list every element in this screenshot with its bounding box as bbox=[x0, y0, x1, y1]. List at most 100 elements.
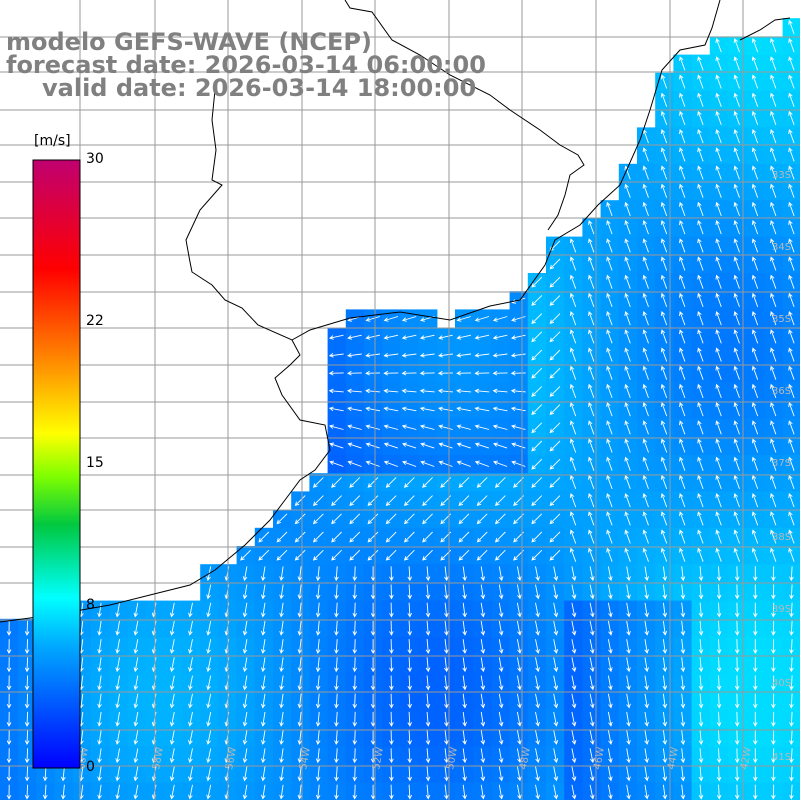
wind-arrow bbox=[788, 365, 795, 380]
wind-arrow bbox=[133, 766, 139, 782]
wind-arrow bbox=[660, 220, 668, 235]
wind-arrow bbox=[607, 639, 613, 654]
wind-arrow bbox=[624, 292, 631, 308]
wind-arrow bbox=[312, 549, 324, 561]
wind-arrow bbox=[679, 92, 686, 107]
wind-arrow bbox=[606, 274, 613, 289]
wind-arrow bbox=[385, 477, 397, 488]
wind-arrow bbox=[679, 274, 686, 289]
wind-arrow bbox=[662, 657, 668, 673]
wind-arrow bbox=[734, 675, 740, 691]
wind-arrow bbox=[606, 493, 613, 508]
wind-arrow bbox=[402, 460, 417, 467]
wind-arrow bbox=[402, 442, 417, 449]
wind-speed-cell bbox=[782, 509, 800, 529]
wind-arrow bbox=[569, 438, 577, 453]
wind-arrow bbox=[642, 183, 649, 198]
wind-arrow bbox=[315, 693, 321, 709]
wind-arrow bbox=[788, 438, 795, 453]
wind-arrow bbox=[444, 693, 449, 709]
wind-speed-cell bbox=[782, 473, 800, 492]
wind-speed-cell bbox=[782, 254, 800, 274]
wind-arrow bbox=[444, 766, 449, 782]
wind-arrow bbox=[588, 438, 595, 453]
wind-arrow bbox=[662, 711, 668, 727]
wind-arrow bbox=[312, 495, 324, 507]
wind-arrow bbox=[770, 74, 777, 89]
wind-arrow bbox=[734, 748, 740, 764]
wind-arrow bbox=[456, 316, 471, 322]
wind-arrow bbox=[531, 422, 543, 434]
wind-arrow bbox=[624, 311, 631, 326]
wind-arrow bbox=[297, 784, 303, 800]
wind-arrow bbox=[770, 183, 777, 198]
wind-arrow bbox=[516, 675, 522, 691]
wind-arrow bbox=[716, 584, 722, 600]
wind-arrow bbox=[407, 693, 413, 709]
wind-arrow bbox=[370, 784, 376, 800]
wind-arrow bbox=[6, 657, 12, 673]
wind-arrow bbox=[97, 639, 102, 654]
wind-arrow bbox=[698, 657, 704, 673]
wind-arrow bbox=[771, 620, 776, 636]
wind-arrow bbox=[680, 730, 686, 746]
wind-arrow bbox=[644, 639, 649, 654]
wind-arrow bbox=[549, 404, 561, 416]
wind-arrow bbox=[370, 693, 376, 709]
wind-arrow bbox=[697, 183, 704, 198]
wind-arrow bbox=[297, 730, 303, 746]
wind-arrow bbox=[334, 784, 339, 800]
wind-arrow bbox=[24, 675, 30, 691]
wind-arrow bbox=[260, 620, 266, 636]
wind-arrow bbox=[352, 639, 358, 655]
wind-arrow bbox=[788, 92, 795, 107]
wind-arrow bbox=[367, 531, 379, 543]
wind-speed-cell bbox=[782, 36, 800, 56]
wind-arrow bbox=[334, 748, 339, 764]
coastline bbox=[739, 17, 791, 41]
wind-arrow bbox=[389, 748, 394, 764]
wind-arrow bbox=[679, 165, 686, 180]
wind-arrow bbox=[751, 183, 759, 198]
wind-arrow bbox=[260, 784, 266, 800]
wind-arrow bbox=[407, 620, 413, 636]
wind-arrow bbox=[531, 513, 543, 525]
wind-arrow bbox=[662, 730, 668, 745]
wind-arrow bbox=[115, 766, 120, 782]
wind-arrow bbox=[419, 353, 435, 358]
wind-arrow bbox=[425, 675, 431, 691]
wind-arrow bbox=[401, 353, 417, 358]
wind-arrow bbox=[660, 274, 668, 289]
wind-arrow bbox=[492, 353, 508, 358]
wind-arrow bbox=[679, 147, 686, 162]
wind-arrow bbox=[480, 639, 486, 654]
wind-arrow bbox=[589, 675, 595, 691]
wind-arrow bbox=[660, 420, 668, 435]
colorbar-tick-label: 30 bbox=[86, 151, 104, 167]
wind-arrow bbox=[788, 274, 795, 289]
wind-arrow bbox=[329, 460, 344, 467]
wind-arrow bbox=[733, 38, 740, 53]
wind-arrow bbox=[642, 474, 649, 490]
wind-arrow bbox=[407, 784, 413, 800]
wind-arrow bbox=[553, 711, 559, 727]
wind-arrow bbox=[169, 657, 175, 673]
wind-speed-cell bbox=[782, 418, 800, 438]
wind-arrow bbox=[511, 316, 526, 322]
wind-arrow bbox=[626, 711, 631, 727]
wind-arrow bbox=[733, 329, 740, 344]
wind-arrow bbox=[474, 334, 490, 340]
wind-arrow bbox=[549, 458, 561, 470]
wind-arrow bbox=[206, 766, 212, 782]
wind-arrow bbox=[389, 639, 394, 655]
wind-arrow bbox=[328, 388, 344, 394]
wind-arrow bbox=[389, 584, 394, 600]
wind-arrow bbox=[716, 766, 722, 782]
wind-arrow bbox=[644, 657, 649, 673]
wind-arrow bbox=[97, 657, 102, 673]
wind-arrow bbox=[331, 477, 342, 488]
wind-arrow bbox=[607, 675, 613, 691]
wind-arrow bbox=[260, 602, 266, 618]
wind-arrow bbox=[422, 531, 433, 543]
